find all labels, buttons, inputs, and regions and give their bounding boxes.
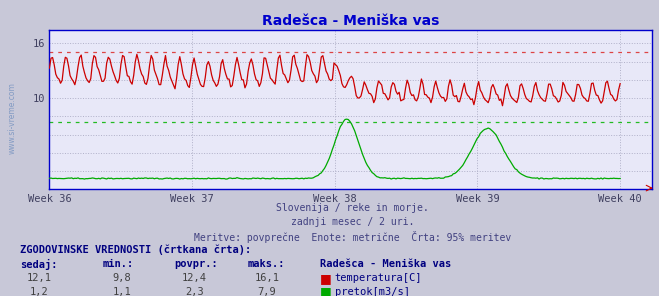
Text: sedaj:: sedaj: bbox=[20, 259, 57, 270]
Text: 16,1: 16,1 bbox=[254, 273, 279, 283]
Text: www.si-vreme.com: www.si-vreme.com bbox=[8, 83, 17, 154]
Text: 2,3: 2,3 bbox=[185, 287, 204, 296]
Text: min.:: min.: bbox=[102, 259, 133, 269]
Text: maks.:: maks.: bbox=[247, 259, 285, 269]
Text: 9,8: 9,8 bbox=[113, 273, 131, 283]
Text: 12,1: 12,1 bbox=[27, 273, 52, 283]
Text: ZGODOVINSKE VREDNOSTI (črtkana črta):: ZGODOVINSKE VREDNOSTI (črtkana črta): bbox=[20, 244, 251, 255]
Text: 12,4: 12,4 bbox=[182, 273, 207, 283]
Text: pretok[m3/s]: pretok[m3/s] bbox=[335, 287, 410, 296]
Text: ■: ■ bbox=[320, 272, 332, 285]
Text: zadnji mesec / 2 uri.: zadnji mesec / 2 uri. bbox=[291, 217, 415, 227]
Text: temperatura[C]: temperatura[C] bbox=[335, 273, 422, 283]
Text: povpr.:: povpr.: bbox=[175, 259, 218, 269]
Text: 1,2: 1,2 bbox=[30, 287, 49, 296]
Text: 1,1: 1,1 bbox=[113, 287, 131, 296]
Text: Meritve: povprečne  Enote: metrične  Črta: 95% meritev: Meritve: povprečne Enote: metrične Črta:… bbox=[194, 231, 511, 243]
Text: Slovenija / reke in morje.: Slovenija / reke in morje. bbox=[276, 203, 429, 213]
Text: Radešca - Meniška vas: Radešca - Meniška vas bbox=[320, 259, 451, 269]
Title: Radešca - Meniška vas: Radešca - Meniška vas bbox=[262, 15, 440, 28]
Text: 7,9: 7,9 bbox=[258, 287, 276, 296]
Text: ■: ■ bbox=[320, 285, 332, 296]
